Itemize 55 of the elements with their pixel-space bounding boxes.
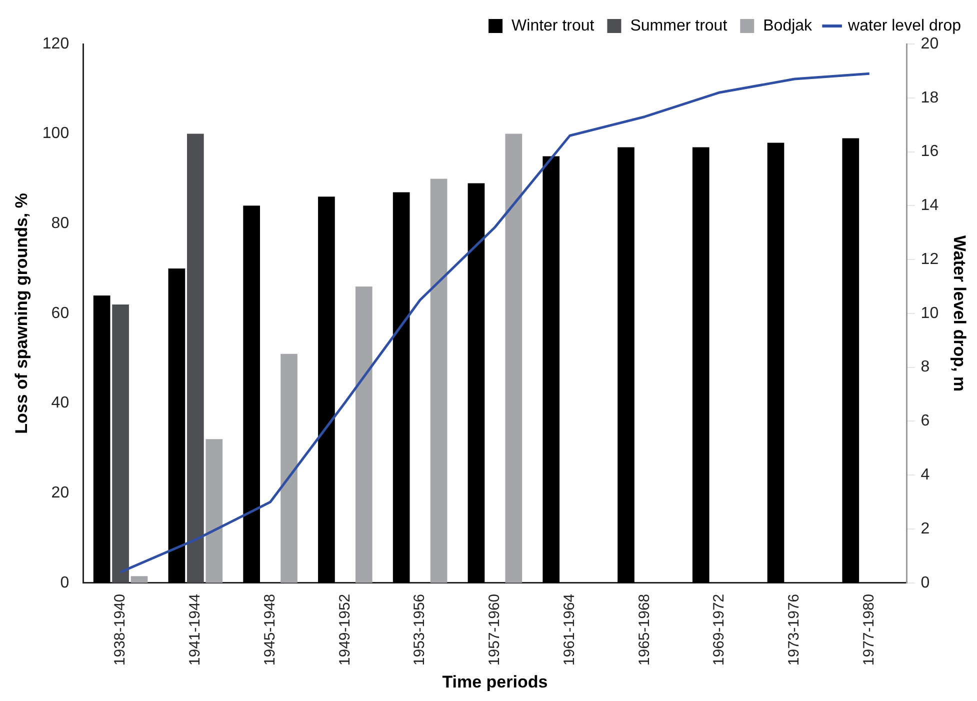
y2-tick-label: 16 [920, 143, 939, 160]
y2-tick-label: 6 [920, 412, 930, 430]
y2-tick-label: 0 [920, 574, 930, 592]
x-tick-label: 1965-1968 [636, 594, 653, 666]
y-tick-label: 40 [51, 394, 70, 412]
y-tick-label: 80 [51, 215, 70, 232]
bar [468, 183, 485, 583]
y2-tick-label: 10 [920, 304, 939, 322]
bar [542, 156, 560, 583]
y-tick-label: 100 [42, 125, 70, 142]
y-tick-label: 0 [60, 574, 70, 592]
bar [112, 304, 129, 583]
y2-tick-label: 14 [920, 197, 939, 214]
bar [767, 142, 784, 583]
y2-axis-title: Water level drop, m [950, 235, 970, 392]
y2-tick-label: 20 [920, 35, 939, 52]
legend-label: Bodjak [763, 17, 814, 34]
bar [355, 286, 372, 583]
bar [93, 295, 110, 583]
y2-tick-label: 8 [920, 358, 930, 376]
legend-label: water level drop [847, 17, 962, 34]
bar [130, 576, 148, 583]
bar [505, 134, 522, 583]
y2-tick-label: 18 [920, 89, 939, 106]
x-tick-label: 1949-1952 [336, 594, 354, 666]
y-tick-label: 20 [51, 484, 70, 502]
x-tick-label: 1941-1944 [186, 594, 204, 666]
bar [280, 354, 298, 583]
bar [842, 138, 860, 583]
x-tick-label: 1945-1948 [261, 594, 278, 666]
y-axis-title: Loss of spawning grounds, % [12, 193, 31, 434]
x-tick-label: 1938-1940 [112, 594, 129, 666]
y-tick-label: 60 [51, 304, 70, 322]
bar [186, 134, 204, 583]
bar [168, 268, 186, 583]
bar [430, 178, 448, 583]
bar [318, 196, 335, 583]
y-tick-label: 120 [42, 35, 70, 52]
x-tick-label: 1957-1960 [486, 594, 504, 666]
y2-tick-label: 12 [920, 250, 939, 268]
x-tick-label: 1953-1956 [411, 594, 428, 666]
bar [243, 206, 260, 583]
bar [392, 192, 410, 583]
y2-tick-label: 2 [920, 520, 930, 538]
legend-label: Winter trout [512, 17, 595, 34]
x-axis-title: Time periods [442, 672, 548, 692]
x-tick-label: 1961-1964 [560, 594, 578, 666]
legend-label: Summer trout [630, 17, 728, 34]
x-tick-label: 1973-1976 [786, 594, 803, 666]
y2-tick-label: 4 [920, 466, 930, 484]
bar [692, 147, 710, 583]
x-tick-label: 1977-1980 [860, 594, 878, 666]
x-tick-label: 1969-1972 [710, 594, 728, 666]
bar [618, 147, 634, 583]
bar [206, 439, 223, 583]
